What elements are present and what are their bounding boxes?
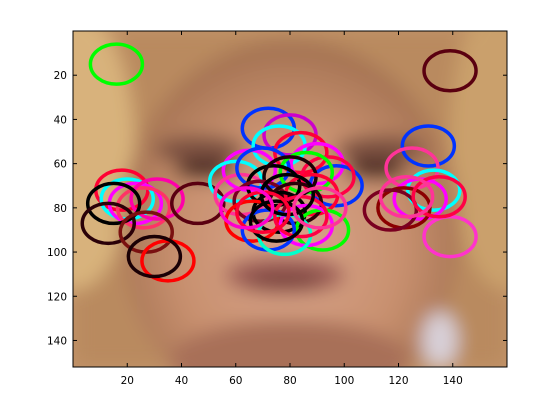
- y-axis: 20 40 60 80 100 120 140: [47, 70, 507, 347]
- x-axis: 20 40 60 80 100 120 140: [121, 31, 463, 387]
- x-tick-label: 120: [388, 375, 408, 387]
- scatter-point-14: [115, 186, 172, 230]
- scatter-point-4: [406, 168, 462, 212]
- y-tick-label: 60: [54, 159, 67, 171]
- scatter-point-26: [289, 141, 345, 186]
- scatter-point-2: [400, 124, 457, 168]
- y-tick-label: 40: [54, 114, 67, 126]
- scatter-point-20: [126, 234, 183, 279]
- x-tick-label: 140: [443, 375, 463, 387]
- scatter-point-10: [378, 175, 435, 219]
- y-tick-label: 100: [47, 247, 67, 259]
- y-tick-label: 140: [47, 335, 67, 347]
- x-tick-label: 100: [334, 375, 354, 387]
- x-tick-label: 20: [121, 375, 134, 387]
- scatter-point-45: [273, 194, 329, 239]
- scatter-point-21: [170, 181, 226, 226]
- scatter-point-1: [422, 49, 478, 93]
- x-tick-label: 80: [283, 375, 296, 387]
- x-tick-label: 40: [175, 375, 188, 387]
- y-tick-label: 120: [47, 291, 67, 303]
- scatter-point-7: [362, 188, 419, 232]
- scatter-point-16: [85, 181, 142, 226]
- x-tick-label: 60: [229, 375, 242, 387]
- scatter-markers: [80, 42, 478, 283]
- scatter-point-0: [88, 42, 145, 86]
- y-tick-label: 20: [54, 70, 67, 82]
- scatter-point-17: [80, 201, 137, 246]
- axes: 20 40 60 80 100 120 140 20 40 60 80 100 120 140: [47, 30, 508, 387]
- scatter-point-15: [129, 177, 185, 221]
- scatter-point-9: [411, 175, 467, 219]
- y-tick-label: 80: [54, 203, 67, 215]
- scatter-point-50: [292, 186, 348, 230]
- scatter-point-49: [218, 186, 275, 230]
